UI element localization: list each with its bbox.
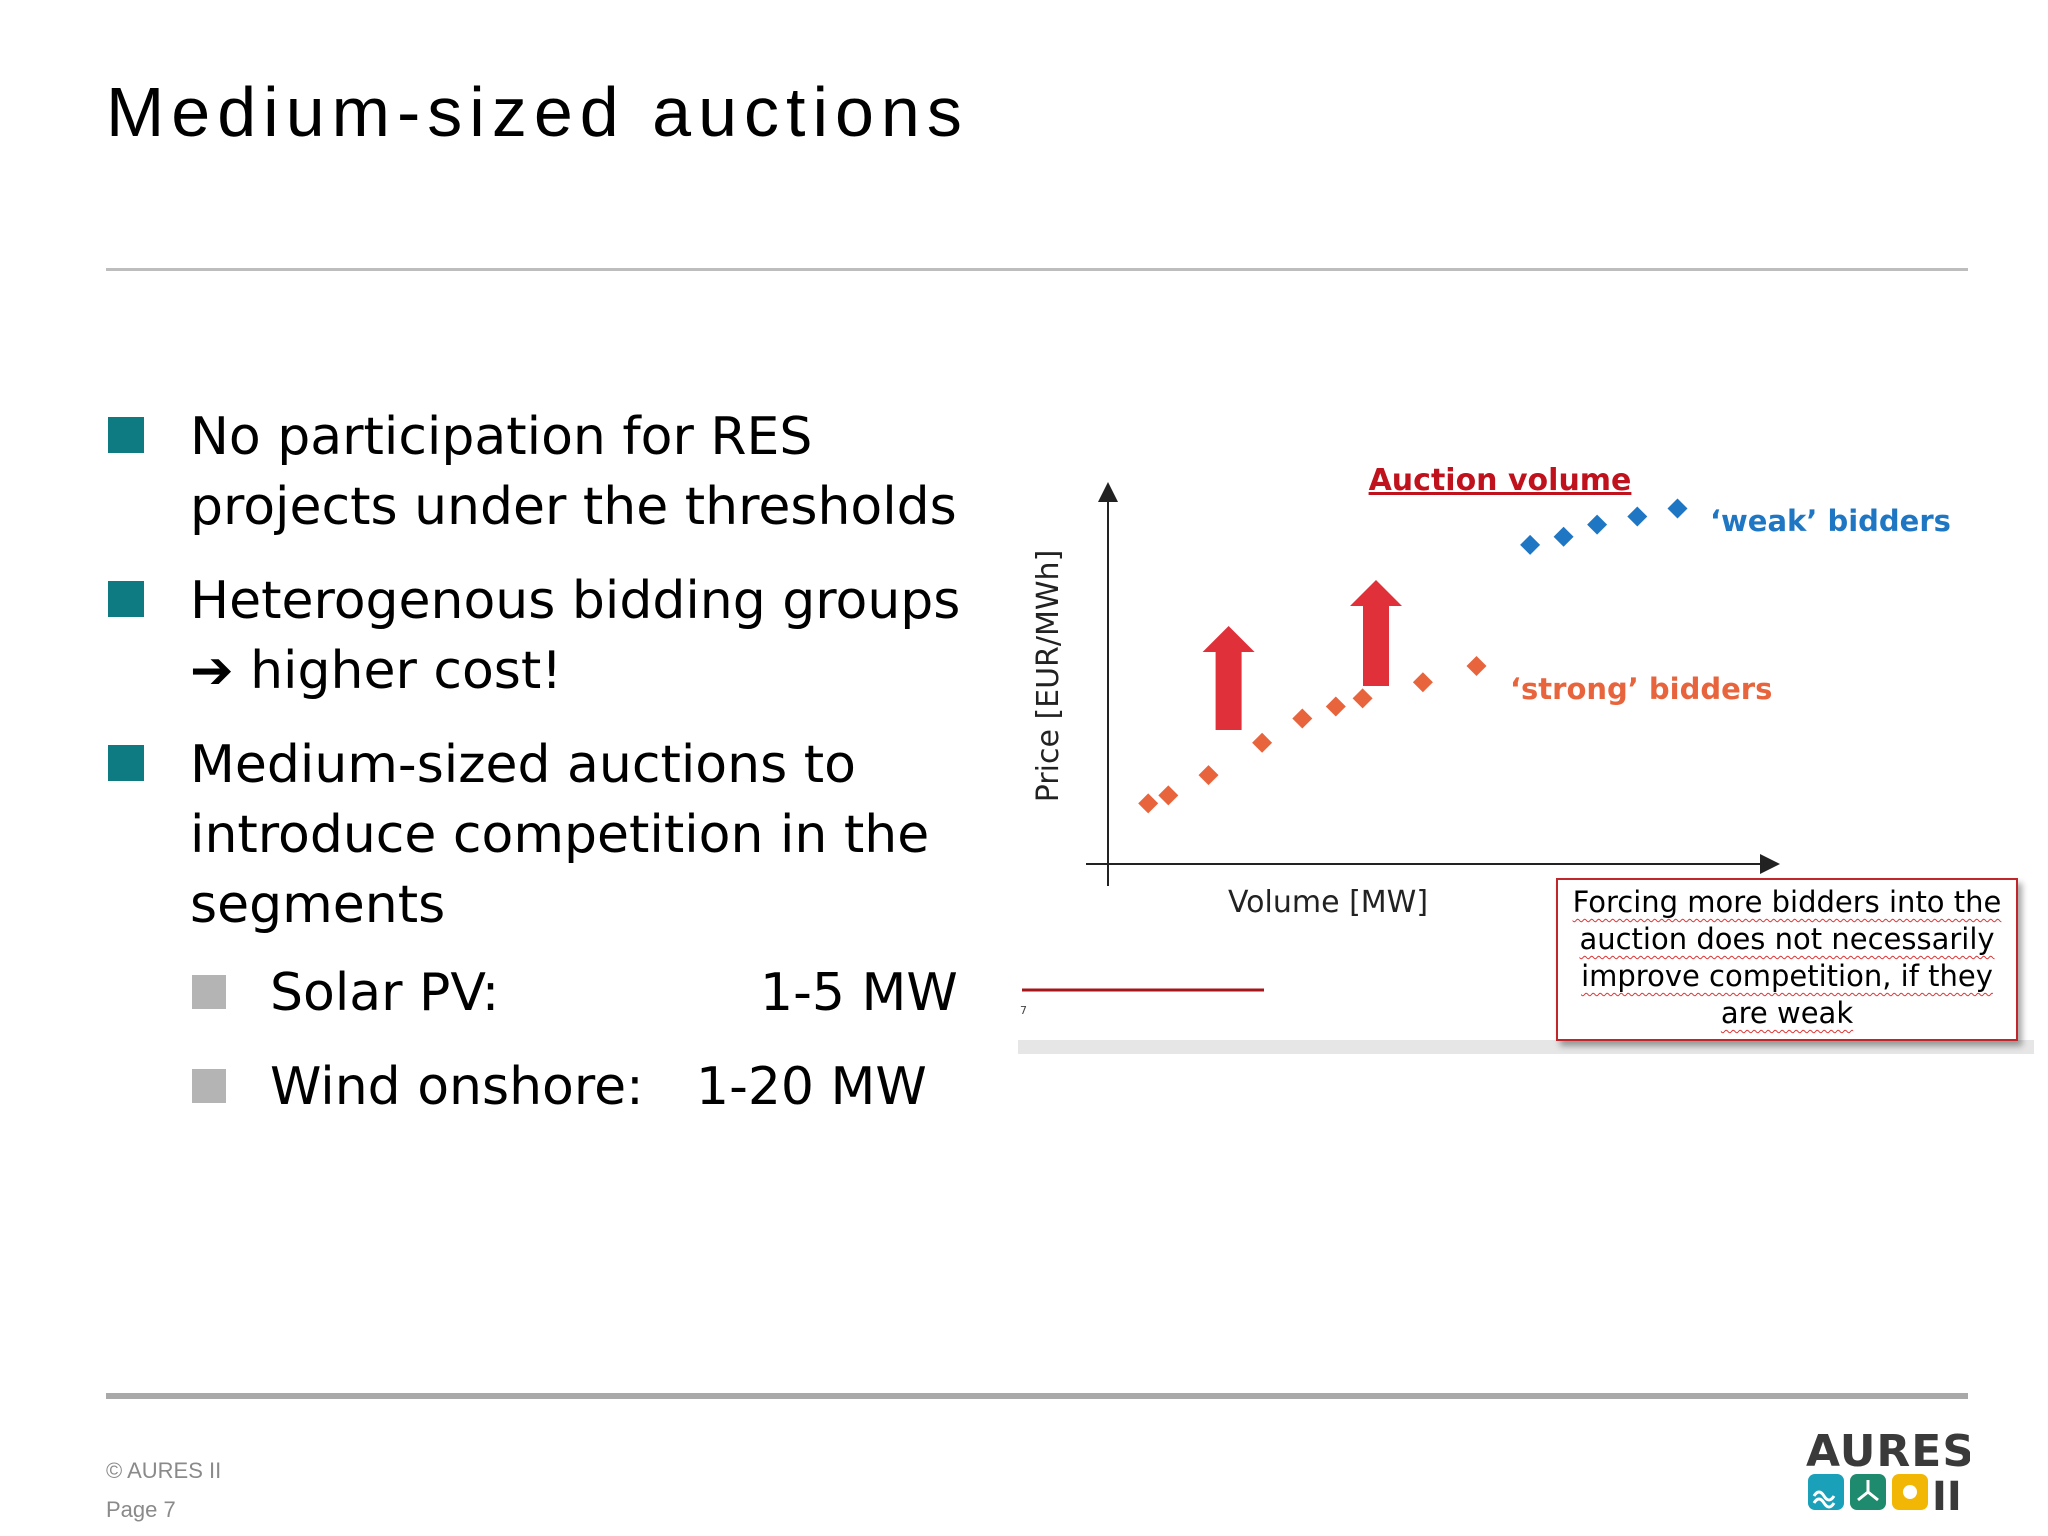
bullet-item: Medium-sized auctions to introduce compe… bbox=[108, 730, 968, 940]
strong-bidder-point bbox=[1158, 785, 1179, 806]
bullet-line: Medium-sized auctions to bbox=[190, 735, 856, 795]
note-line: auction does not necessarily bbox=[1579, 922, 1995, 956]
chart-page-marker: 7 bbox=[1020, 1004, 1027, 1017]
supply-curve-chart: Auction volume ‘weak’ bidders ‘strong’ b… bbox=[1020, 463, 1951, 1017]
bullet-line: Heterogenous bidding groups bbox=[190, 571, 961, 631]
bullet-item: Heterogenous bidding groups ➔ higher cos… bbox=[108, 566, 968, 706]
bid-points bbox=[1138, 498, 1688, 814]
strong-bidder-point bbox=[1292, 708, 1313, 729]
competition-note-box: Forcing more bidders into the auction do… bbox=[1556, 878, 2018, 1041]
logo-suffix: II bbox=[1932, 1474, 1962, 1514]
note-line: are weak bbox=[1720, 996, 1854, 1030]
weak-bidder-point bbox=[1587, 514, 1608, 535]
strong-bidders-label: ‘strong’ bidders bbox=[1510, 672, 1772, 706]
strong-bidder-point bbox=[1466, 656, 1487, 677]
bullet-square-icon bbox=[108, 581, 144, 617]
price-arrows bbox=[1202, 580, 1402, 730]
weak-bidder-point bbox=[1667, 498, 1688, 519]
auction-volume-label: Auction volume bbox=[1369, 463, 1632, 498]
strong-bidder-point bbox=[1412, 672, 1433, 693]
bullet-item: No participation for RES projects under … bbox=[108, 402, 968, 542]
footer-page-number: Page 7 bbox=[106, 1497, 176, 1522]
sub-bullet-value: 1-20 MW bbox=[696, 1057, 927, 1117]
slide-title: Medium-sized auctions bbox=[106, 73, 969, 151]
x-axis-label: Volume [MW] bbox=[1228, 885, 1428, 920]
sub-bullet-label: Solar PV: bbox=[270, 963, 500, 1023]
bullet-line: ➔ higher cost! bbox=[190, 641, 563, 701]
aures-logo: AURES II bbox=[1806, 1426, 1970, 1514]
bullet-line: introduce competition in the bbox=[190, 805, 930, 865]
footer-divider bbox=[106, 1393, 1968, 1399]
weak-bidder-point bbox=[1520, 534, 1541, 555]
strong-bidder-point bbox=[1352, 688, 1373, 709]
bullet-line: segments bbox=[190, 875, 446, 935]
note-line: Forcing more bidders into the bbox=[1572, 885, 2002, 919]
logo-wordmark: AURES bbox=[1806, 1426, 1970, 1477]
strong-bidder-point bbox=[1138, 793, 1159, 814]
weak-bidders-label: ‘weak’ bidders bbox=[1710, 504, 1951, 538]
weak-bidder-point bbox=[1627, 506, 1648, 527]
bullet-line: projects under the thresholds bbox=[190, 477, 957, 537]
strong-bidder-point bbox=[1198, 765, 1219, 786]
chart-frame-shadow bbox=[1018, 1040, 2034, 1054]
price-up-arrow bbox=[1350, 580, 1402, 686]
price-up-arrow bbox=[1202, 626, 1255, 730]
sub-bullet-square-icon bbox=[192, 1069, 226, 1103]
bullet-line: No participation for RES bbox=[190, 407, 813, 467]
bullet-square-icon bbox=[108, 745, 144, 781]
footer-copyright: © AURES II bbox=[106, 1458, 222, 1483]
title-divider bbox=[106, 268, 1968, 271]
strong-bidder-point bbox=[1325, 696, 1346, 717]
y-axis-label: Price [EUR/MWh] bbox=[1031, 550, 1066, 803]
note-line: improve competition, if they bbox=[1581, 959, 1993, 993]
strong-bidder-point bbox=[1252, 732, 1273, 753]
sub-bullet-square-icon bbox=[192, 975, 226, 1009]
weak-bidder-point bbox=[1553, 526, 1574, 547]
sub-bullet-value: 1-5 MW bbox=[760, 963, 958, 1023]
bullet-square-icon bbox=[108, 417, 144, 453]
sub-bullet-label: Wind onshore: bbox=[270, 1057, 644, 1117]
